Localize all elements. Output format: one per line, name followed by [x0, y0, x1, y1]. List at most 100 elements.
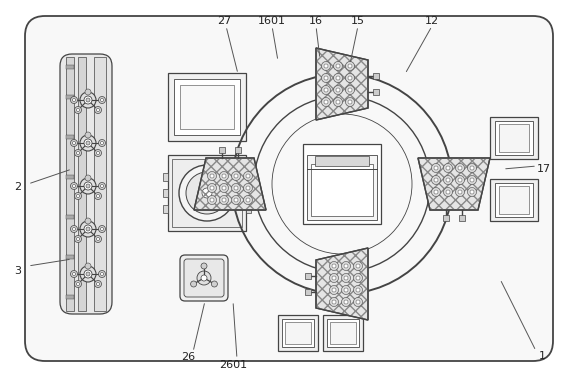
Polygon shape [316, 48, 368, 120]
Bar [174, 79, 240, 135]
Circle shape [243, 196, 252, 205]
Bar [305, 289, 311, 295]
Circle shape [332, 300, 336, 304]
Text: 15: 15 [351, 16, 365, 26]
Bar [303, 144, 381, 224]
Bar [499, 124, 529, 152]
Circle shape [336, 76, 340, 80]
Circle shape [191, 281, 197, 287]
Bar [315, 156, 369, 166]
Circle shape [80, 92, 96, 108]
Circle shape [86, 227, 90, 231]
Circle shape [86, 141, 90, 145]
Circle shape [208, 196, 217, 205]
Bar [499, 186, 529, 214]
Circle shape [74, 193, 82, 199]
Circle shape [210, 174, 214, 178]
Circle shape [84, 182, 92, 190]
Circle shape [243, 183, 252, 193]
Circle shape [336, 100, 340, 104]
Circle shape [74, 106, 82, 113]
Circle shape [356, 264, 360, 268]
Circle shape [332, 264, 336, 268]
Circle shape [345, 61, 354, 70]
Text: 2601: 2601 [219, 360, 247, 370]
Circle shape [344, 288, 348, 292]
Bar [66, 215, 74, 219]
Circle shape [77, 282, 79, 285]
Circle shape [231, 172, 240, 180]
Circle shape [336, 88, 340, 92]
Bar [246, 173, 251, 181]
Bar [373, 73, 379, 79]
Circle shape [99, 183, 105, 190]
Circle shape [186, 172, 228, 214]
Bar [490, 179, 538, 221]
Bar [246, 205, 251, 213]
Circle shape [95, 193, 101, 199]
Circle shape [86, 184, 90, 188]
FancyBboxPatch shape [184, 259, 224, 297]
Circle shape [344, 276, 348, 280]
Circle shape [348, 100, 352, 104]
Text: 1: 1 [539, 351, 545, 361]
Circle shape [246, 198, 250, 202]
Circle shape [353, 285, 362, 294]
Circle shape [100, 141, 104, 144]
Circle shape [336, 64, 340, 68]
Bar [163, 205, 168, 213]
Bar [490, 117, 538, 159]
Bar [246, 189, 251, 197]
Circle shape [468, 188, 476, 196]
Circle shape [100, 227, 104, 230]
Circle shape [73, 185, 75, 188]
Circle shape [234, 186, 238, 190]
Circle shape [333, 74, 342, 83]
Circle shape [219, 172, 229, 180]
Circle shape [348, 76, 352, 80]
Polygon shape [194, 158, 266, 210]
Circle shape [70, 139, 78, 147]
Circle shape [458, 190, 462, 194]
Circle shape [345, 86, 354, 94]
Bar [495, 121, 533, 155]
Circle shape [431, 188, 441, 196]
Circle shape [246, 174, 250, 178]
Bar [163, 189, 168, 197]
Circle shape [74, 280, 82, 288]
Circle shape [96, 152, 99, 155]
Circle shape [329, 262, 338, 271]
Circle shape [210, 186, 214, 190]
Circle shape [70, 183, 78, 190]
Circle shape [96, 108, 99, 111]
Bar [330, 322, 356, 344]
Circle shape [246, 186, 250, 190]
Bar [172, 159, 242, 227]
Circle shape [231, 196, 240, 205]
Circle shape [73, 99, 75, 102]
Circle shape [99, 226, 105, 232]
Circle shape [234, 174, 238, 178]
Circle shape [324, 76, 328, 80]
Circle shape [100, 185, 104, 188]
Circle shape [95, 280, 101, 288]
Circle shape [324, 88, 328, 92]
Circle shape [84, 270, 92, 278]
Circle shape [470, 166, 474, 170]
Circle shape [344, 264, 348, 268]
Circle shape [77, 152, 79, 155]
Circle shape [353, 262, 362, 271]
Circle shape [324, 100, 328, 104]
FancyBboxPatch shape [180, 255, 228, 301]
Text: 2: 2 [14, 182, 22, 192]
Circle shape [446, 190, 450, 194]
Bar [78, 57, 86, 311]
Bar [285, 322, 311, 344]
Circle shape [85, 263, 91, 269]
Text: 27: 27 [217, 16, 231, 26]
Circle shape [99, 271, 105, 277]
Circle shape [77, 108, 79, 111]
Bar [311, 164, 373, 216]
Text: 3: 3 [15, 266, 22, 276]
Circle shape [329, 298, 338, 307]
